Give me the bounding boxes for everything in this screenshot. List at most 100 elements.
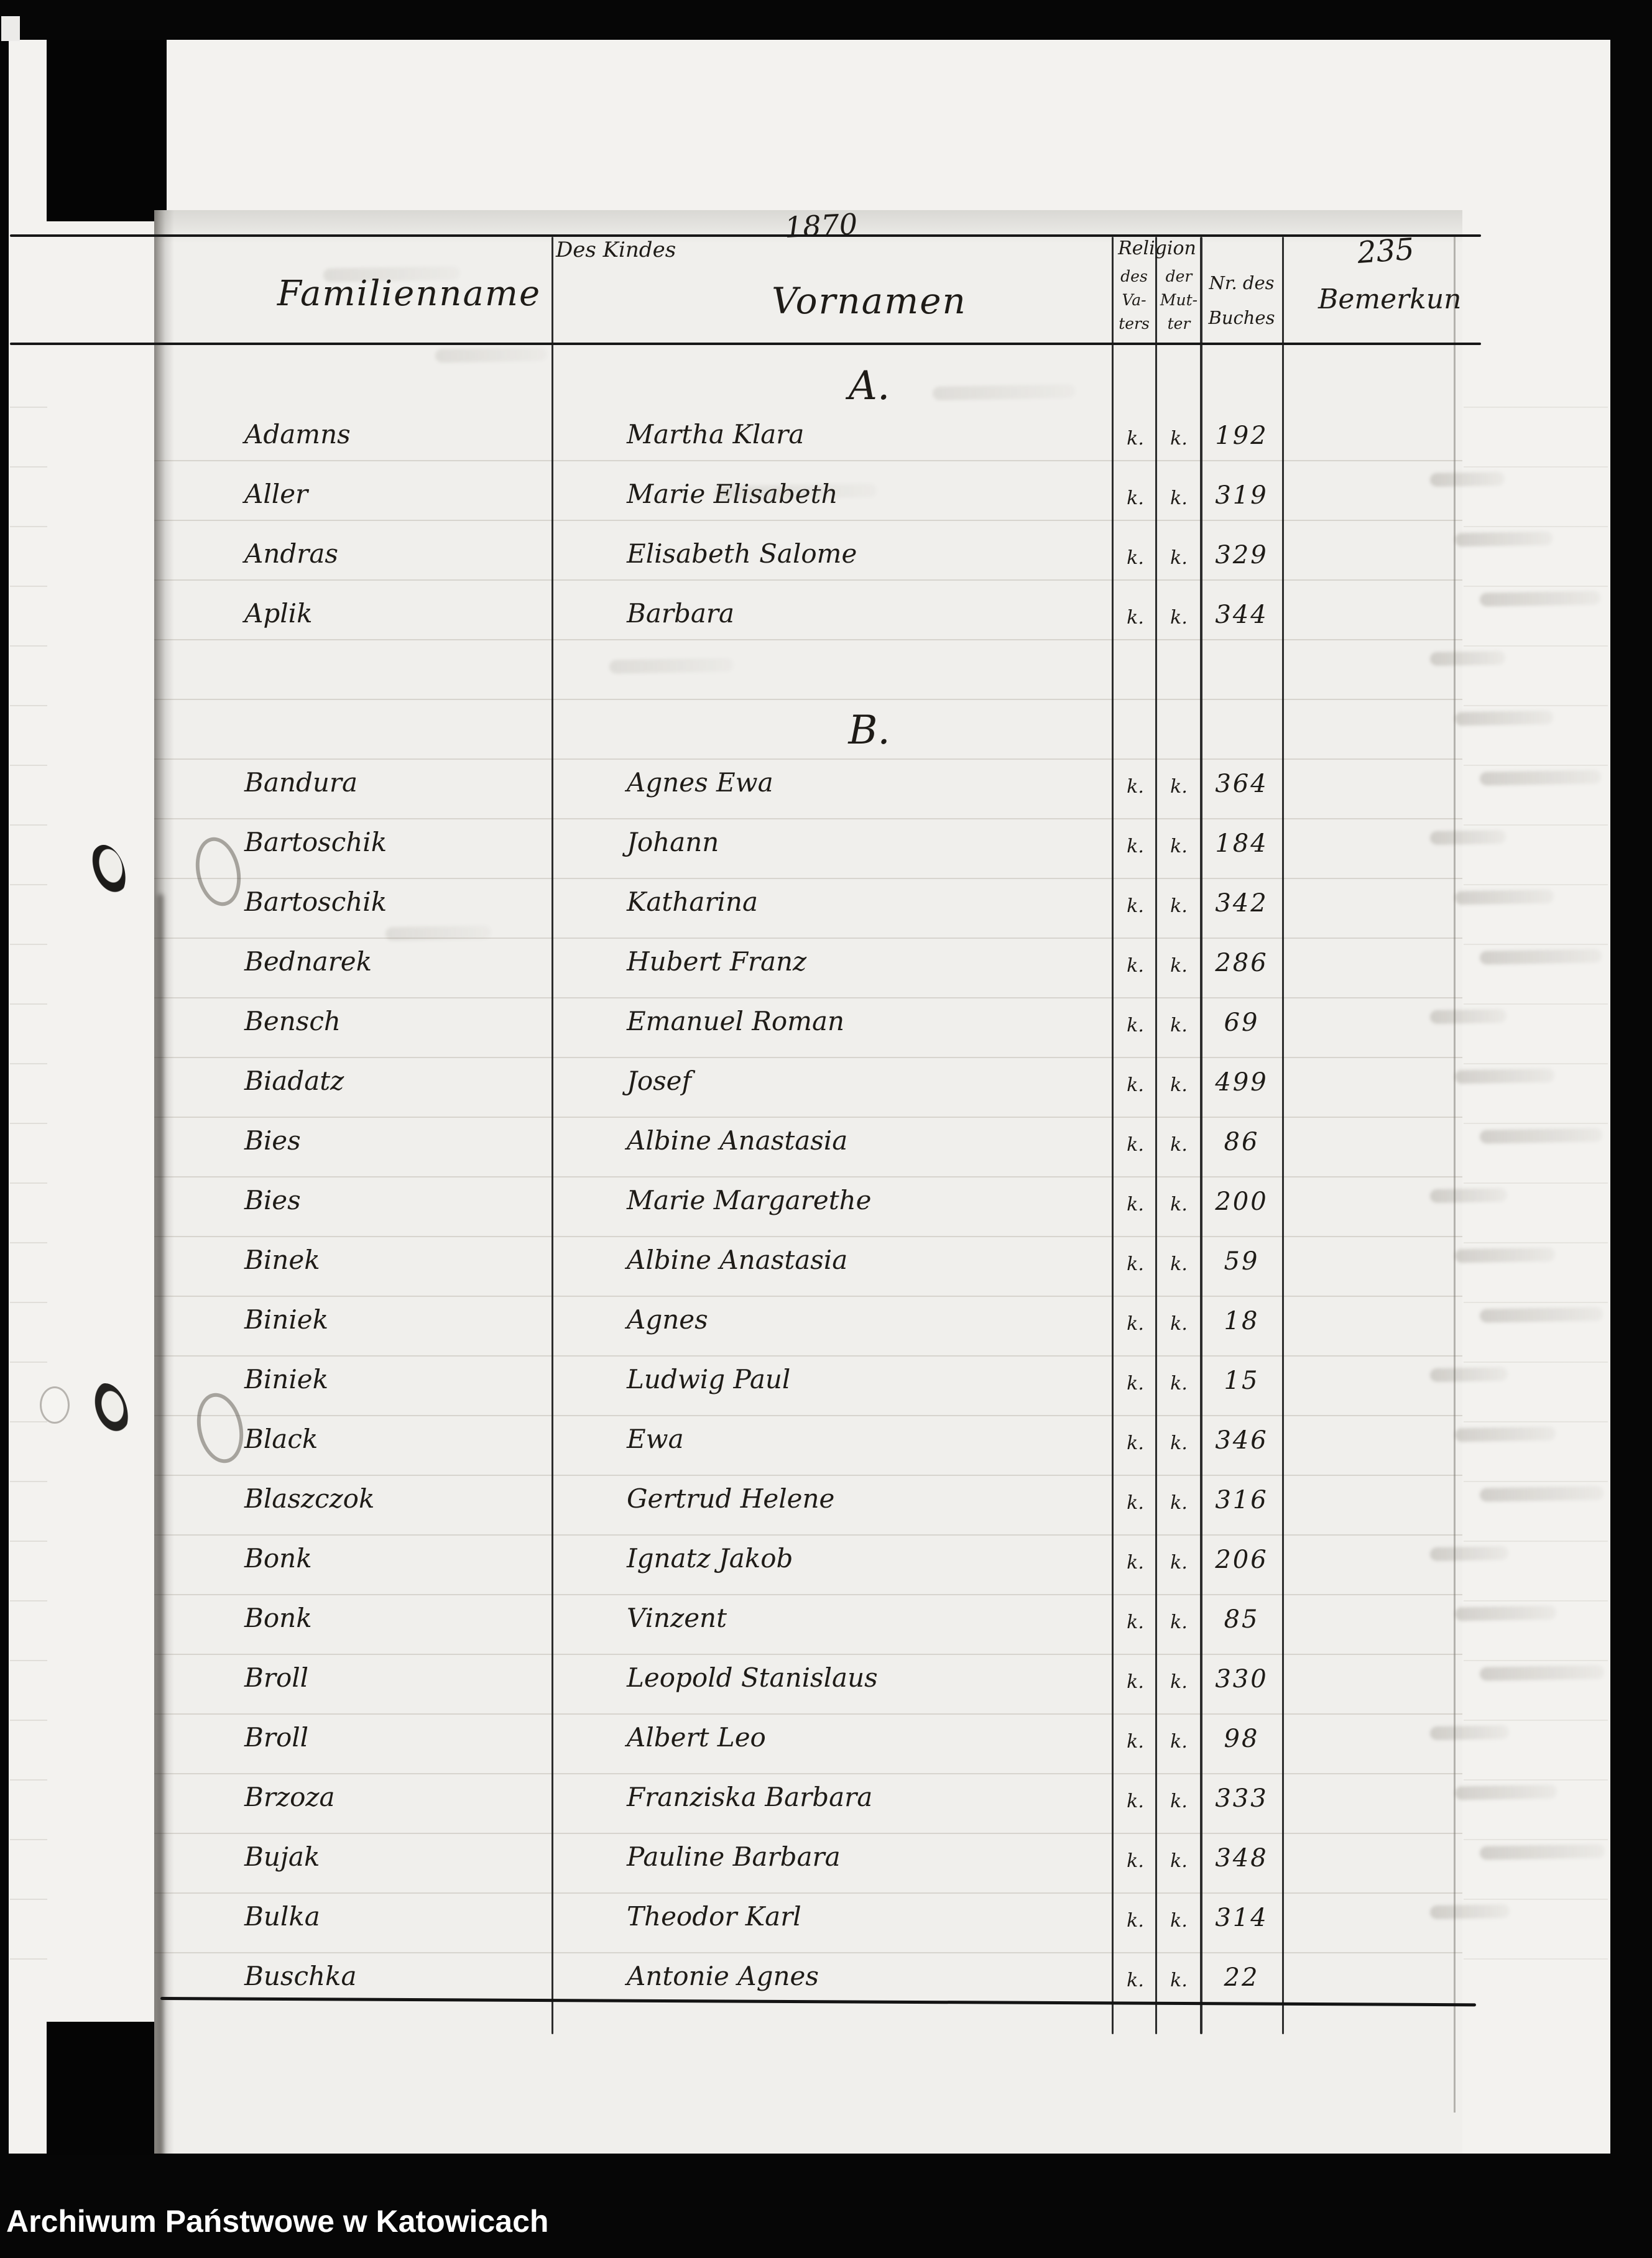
given-names-cell: Barbara bbox=[627, 598, 735, 629]
bleed-through-mark bbox=[1479, 1307, 1604, 1323]
given-names-cell: Agnes Ewa bbox=[627, 767, 773, 798]
book-number-cell: 15 bbox=[1224, 1366, 1260, 1395]
given-names-cell: Leopold Stanislaus bbox=[627, 1662, 878, 1693]
register-row: Bensch Emanuel Roman k. k. 69 bbox=[154, 1006, 1462, 1066]
book-number-cell: 192 bbox=[1215, 422, 1268, 450]
family-name-cell: Bulka bbox=[244, 1901, 320, 1932]
bleed-through-mark bbox=[609, 658, 734, 674]
book-number-cell: 98 bbox=[1224, 1725, 1260, 1753]
bleed-through-mark bbox=[1454, 1605, 1557, 1621]
archive-name-caption: Archiwum Państwowe w Katowicach bbox=[6, 2204, 549, 2239]
family-name-cell: Bies bbox=[244, 1185, 301, 1215]
family-name-cell: Aplik bbox=[244, 598, 313, 629]
register-row: Bonk Vinzent k. k. 85 bbox=[154, 1603, 1462, 1662]
religion-mother-cell: k. bbox=[1170, 1373, 1188, 1394]
religion-mother-cell: k. bbox=[1170, 1194, 1188, 1215]
religion-mother-line-1: der bbox=[1165, 267, 1193, 285]
bleed-through-mark bbox=[1429, 650, 1506, 666]
religion-mother-cell: k. bbox=[1170, 428, 1188, 449]
column-header-religion: Religion bbox=[1118, 237, 1196, 259]
column-header-book-number-2: Buches bbox=[1208, 307, 1275, 328]
religion-father-cell: k. bbox=[1127, 895, 1144, 917]
religion-father-cell: k. bbox=[1127, 1074, 1144, 1096]
register-row: Bednarek Hubert Franz k. k. 286 bbox=[154, 946, 1462, 1006]
book-number-cell: 330 bbox=[1215, 1665, 1268, 1694]
column-rule-family-given bbox=[551, 237, 553, 2034]
family-name-cell: Biniek bbox=[244, 1364, 329, 1394]
register-row: Biniek Agnes k. k. 18 bbox=[154, 1304, 1462, 1364]
bleed-through-mark bbox=[1429, 829, 1507, 846]
book-number-cell: 329 bbox=[1215, 541, 1268, 569]
religion-father-line-2: Va- bbox=[1122, 291, 1147, 309]
religion-mother-cell: k. bbox=[1170, 955, 1188, 977]
bleed-through-mark bbox=[1454, 710, 1554, 726]
book-number-cell: 85 bbox=[1224, 1605, 1260, 1634]
religion-father-cell: k. bbox=[1127, 1731, 1144, 1753]
religion-father-line-1: des bbox=[1120, 267, 1148, 285]
religion-father-cell: k. bbox=[1127, 1552, 1144, 1574]
given-names-cell: Martha Klara bbox=[627, 419, 805, 449]
register-row: Bies Albine Anastasia k. k. 86 bbox=[154, 1125, 1462, 1185]
religion-mother-cell: k. bbox=[1170, 1492, 1188, 1514]
book-number-cell: 200 bbox=[1215, 1187, 1268, 1216]
register-row: Adamns Martha Klara k. k. 192 bbox=[154, 419, 1462, 479]
given-names-cell: Antonie Agnes bbox=[627, 1961, 819, 1991]
register-row: Biadatz Josef k. k. 499 bbox=[154, 1066, 1462, 1125]
religion-father-cell: k. bbox=[1127, 776, 1144, 798]
family-name-cell: Biniek bbox=[244, 1304, 329, 1335]
religion-father-cell: k. bbox=[1127, 1253, 1144, 1275]
book-number-cell: 319 bbox=[1215, 481, 1268, 510]
religion-father-cell: k. bbox=[1127, 1970, 1144, 1991]
given-names-cell: Ludwig Paul bbox=[627, 1364, 791, 1394]
book-number-cell: 314 bbox=[1215, 1904, 1268, 1932]
given-names-cell: Gertrud Helene bbox=[627, 1483, 835, 1514]
given-names-cell: Josef bbox=[627, 1066, 692, 1096]
book-number-cell: 59 bbox=[1224, 1247, 1260, 1276]
religion-mother-line-3: ter bbox=[1167, 315, 1191, 333]
religion-father-cell: k. bbox=[1127, 1432, 1144, 1454]
family-name-cell: Bies bbox=[244, 1125, 301, 1156]
family-name-cell: Broll bbox=[244, 1662, 309, 1693]
family-name-cell: Bartoschik bbox=[244, 887, 387, 917]
given-names-cell: Albine Anastasia bbox=[627, 1125, 848, 1156]
register-row: Bulka Theodor Karl k. k. 314 bbox=[154, 1901, 1462, 1961]
bleed-through-mark bbox=[714, 483, 877, 500]
family-name-cell: Buschka bbox=[244, 1961, 357, 1991]
bleed-through-mark bbox=[1429, 1008, 1507, 1025]
family-name-cell: Bonk bbox=[244, 1543, 312, 1574]
book-number-cell: 364 bbox=[1215, 770, 1268, 798]
religion-mother-cell: k. bbox=[1170, 1015, 1188, 1036]
column-header-book-number-1: Nr. des bbox=[1209, 272, 1275, 293]
religion-father-cell: k. bbox=[1127, 1611, 1144, 1633]
register-row: Brzoza Franziska Barbara k. k. 333 bbox=[154, 1782, 1462, 1841]
bleed-through-mark bbox=[1479, 1844, 1605, 1860]
table-top-rule bbox=[10, 234, 1481, 237]
book-number-cell: 342 bbox=[1215, 889, 1268, 918]
given-names-cell: Pauline Barbara bbox=[627, 1841, 841, 1872]
bleed-through-mark bbox=[1429, 1546, 1509, 1562]
register-row: Bandura Agnes Ewa k. k. 364 bbox=[154, 767, 1462, 827]
religion-mother-cell: k. bbox=[1170, 547, 1188, 569]
book-number-cell: 344 bbox=[1215, 601, 1268, 629]
book-number-cell: 69 bbox=[1224, 1008, 1260, 1037]
religion-mother-cell: k. bbox=[1170, 1552, 1188, 1574]
religion-father-cell: k. bbox=[1127, 487, 1144, 509]
given-names-cell: Johann bbox=[627, 827, 719, 857]
register-row: Buschka Antonie Agnes k. k. 22 bbox=[154, 1961, 1462, 2021]
bleed-through-mark bbox=[1479, 1486, 1604, 1502]
register-row: Bonk Ignatz Jakob k. k. 206 bbox=[154, 1543, 1462, 1603]
bleed-through-mark bbox=[1429, 1904, 1510, 1920]
bleed-through-mark bbox=[1454, 1247, 1556, 1263]
given-names-cell: Albert Leo bbox=[627, 1722, 766, 1753]
register-rows-layer: A. Adamns Martha Klara k. k. 192 Aller Marie El… bbox=[154, 210, 1462, 2154]
given-names-cell: Ewa bbox=[627, 1424, 684, 1454]
religion-mother-cell: k. bbox=[1170, 1790, 1188, 1812]
binding-crease-dark bbox=[157, 894, 164, 2154]
book-number-cell: 346 bbox=[1215, 1426, 1268, 1455]
register-row: Aller Marie Elisabeth k. k. 319 bbox=[154, 479, 1462, 538]
family-name-cell: Bensch bbox=[244, 1006, 341, 1036]
section-letter: A. bbox=[848, 363, 890, 409]
religion-mother-cell: k. bbox=[1170, 1910, 1188, 1932]
bleed-through-mark bbox=[1479, 770, 1602, 786]
